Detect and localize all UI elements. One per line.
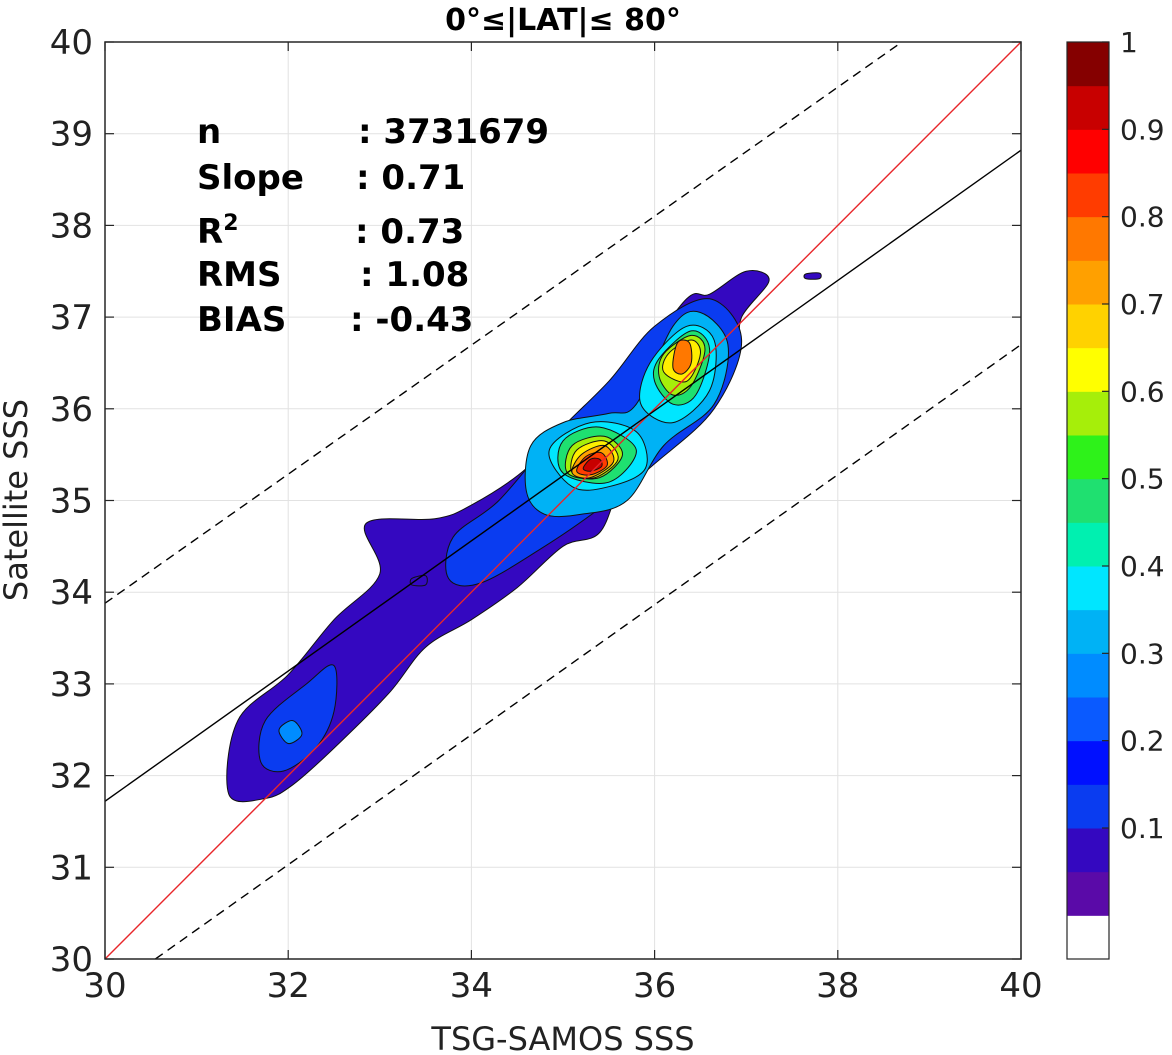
colorbar-segment [1067,522,1109,567]
colorbar-segment [1067,653,1109,698]
colorbar-segment [1067,609,1109,654]
x-tick-label: 38 [816,966,859,1006]
y-tick-label: 38 [50,206,93,246]
stat-value-slope: : 0.71 [356,158,465,198]
colorbar-tick-label: 0.6 [1120,375,1165,408]
upper-bound-line [105,42,903,604]
y-tick-label: 32 [50,757,93,797]
regression-line [105,149,1021,802]
y-tick-label: 36 [50,390,93,430]
x-tick-label: 36 [633,966,676,1006]
lower-bound-line [154,344,1021,959]
colorbar-segment [1067,347,1109,392]
x-tick-label: 34 [450,966,493,1006]
colorbar-tick-label: 0.5 [1120,463,1165,496]
y-axis-label: Satellite SSS [0,399,35,601]
colorbar-segment [1067,391,1109,436]
colorbar-tick-label: 0.2 [1120,725,1165,758]
stat-value-n: : 3731679 [358,112,549,152]
stat-value-r2: : 0.73 [355,212,464,252]
x-tick-label: 32 [267,966,310,1006]
colorbar-segment [1067,129,1109,174]
contour-fills [226,270,822,803]
colorbar-frame [1066,41,1110,960]
colorbar-segment [1067,260,1109,305]
stat-key-n: n [197,112,221,152]
chart-title: 0°≤|LAT|≤ 80° [445,3,681,38]
colorbar-tick-label: 0.1 [1120,812,1165,845]
colorbar-segment [1067,915,1109,960]
colorbar-tick-label: 0.3 [1120,637,1165,670]
stats-box: n : 3731679 Slope : 0.71 R2 : 0.73 RMS :… [197,112,549,340]
colorbar-tick-label: 1 [1120,26,1138,59]
stat-key-bias: BIAS [197,300,286,340]
colorbar-segment [1067,85,1109,130]
stat-key-r2-exponent: 2 [223,211,238,236]
colorbar-tick-label: 0.9 [1120,113,1165,146]
y-tick-label: 35 [50,482,93,522]
y-tick-label: 40 [50,23,93,63]
reference-lines [105,42,1021,959]
y-tick-label: 34 [50,573,93,613]
colorbar-segment [1067,42,1109,87]
axis-ticks: 30 32 34 36 38 40 30 31 32 33 34 35 36 37 38 39 40 [50,23,1043,1006]
colorbar-segment [1067,828,1109,873]
colorbar-segment [1067,566,1109,611]
colorbar-segment [1067,216,1109,261]
colorbar-segment [1067,435,1109,480]
colorbar-segment [1067,478,1109,523]
stat-value-rms: : 1.08 [360,255,469,295]
colorbar-tick-label: 0.7 [1120,288,1165,321]
colorbar-segment [1067,740,1109,785]
y-tick-label: 39 [50,115,93,155]
colorbar-tick-label: 0.4 [1120,550,1165,583]
colorbar: 0.1 0.2 0.3 0.4 0.5 0.6 0.7 0.8 0.9 1 [1066,26,1165,960]
colorbar-segment [1067,871,1109,916]
y-tick-label: 33 [50,665,93,705]
y-tick-label: 31 [50,848,93,888]
x-axis-label: TSG-SAMOS SSS [430,1020,694,1055]
y-tick-label: 37 [50,298,93,338]
stat-key-slope: Slope [197,158,304,198]
colorbar-segment [1067,304,1109,349]
contour-level-0-15 [258,664,338,773]
stat-value-bias: : -0.43 [350,300,473,340]
contour-level-0-95 [582,457,603,472]
colorbar-segment [1067,173,1109,218]
x-tick-label: 40 [999,966,1042,1006]
colorbar-segment [1067,784,1109,829]
one-to-one-line [105,42,1021,959]
y-tick-label: 30 [50,940,93,980]
stat-key-rms: RMS [197,255,282,295]
colorbar-segment [1067,697,1109,742]
contour-level-0-25 [278,720,303,745]
contour-level-0-75 [672,339,693,375]
grid-lines [105,42,1021,959]
x-tick-label: 30 [83,966,126,1006]
contour-level-0-05 [803,272,822,280]
colorbar-tick-label: 0.8 [1120,201,1165,234]
